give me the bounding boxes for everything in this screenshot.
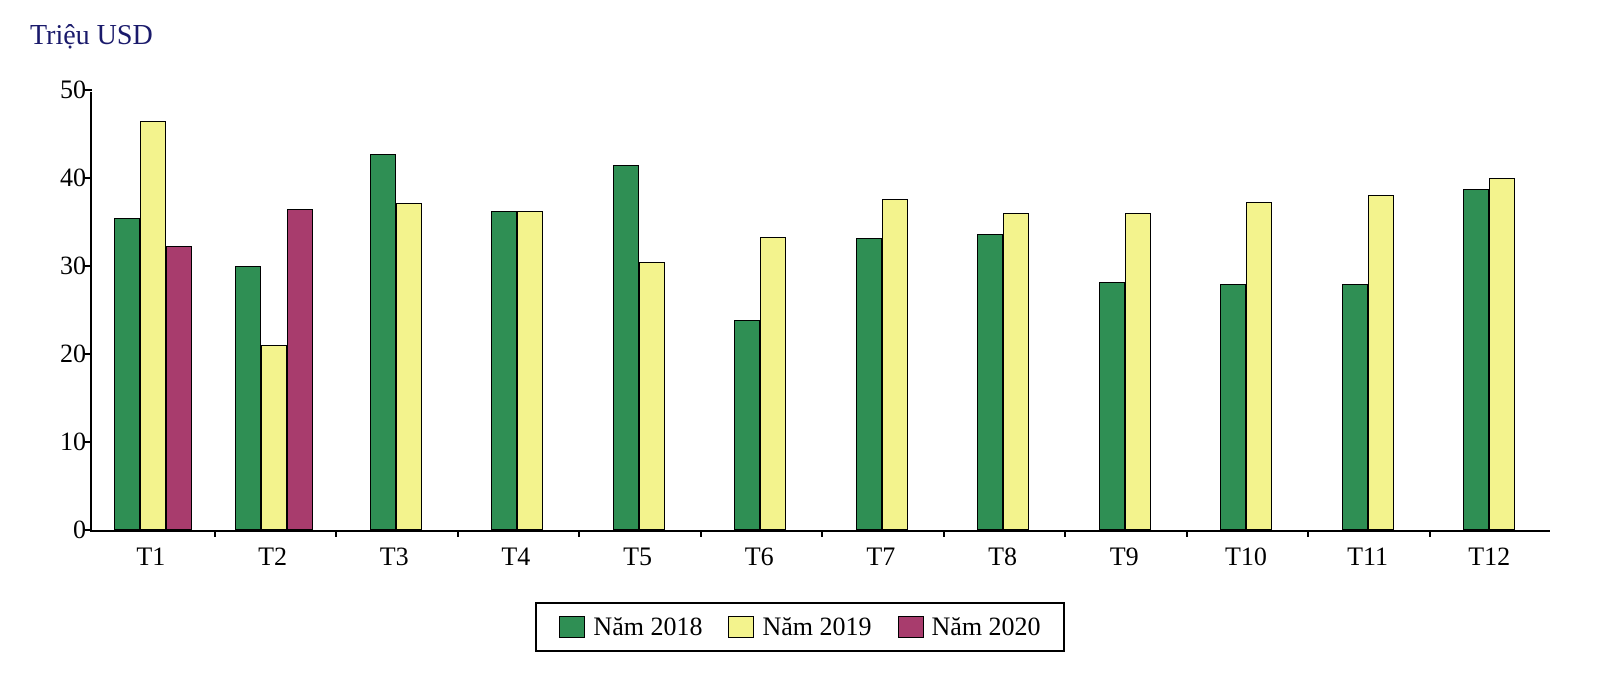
x-tick-mark <box>335 530 337 537</box>
x-tick-mark <box>1064 530 1066 537</box>
y-tick-label: 10 <box>42 427 86 457</box>
legend-swatch <box>898 616 924 638</box>
chart-container: 01020304050 T1T2T3T4T5T6T7T8T9T10T11T12 <box>90 92 1550 572</box>
bar-group <box>214 92 336 530</box>
bar <box>287 209 313 530</box>
bar-group <box>821 92 943 530</box>
bar <box>977 234 1003 530</box>
bar-group <box>1186 92 1308 530</box>
bar <box>370 154 396 530</box>
legend-swatch <box>728 616 754 638</box>
legend-swatch <box>559 616 585 638</box>
bar <box>114 218 140 530</box>
y-tick-mark <box>85 89 92 91</box>
x-tick-label: T5 <box>577 542 699 572</box>
y-tick-mark <box>85 265 92 267</box>
y-tick-label: 40 <box>42 163 86 193</box>
x-tick-label: T2 <box>212 542 334 572</box>
bar-groups <box>92 92 1550 530</box>
bar <box>1342 284 1368 530</box>
x-tick-label: T6 <box>698 542 820 572</box>
y-tick-mark <box>85 177 92 179</box>
x-tick-label: T12 <box>1428 542 1550 572</box>
x-tick-label: T8 <box>942 542 1064 572</box>
x-tick-label: T3 <box>333 542 455 572</box>
bar <box>261 345 287 530</box>
x-tick-mark <box>1307 530 1309 537</box>
x-tick-mark <box>457 530 459 537</box>
x-tick-mark <box>578 530 580 537</box>
y-tick-label: 20 <box>42 339 86 369</box>
bar <box>1125 213 1151 530</box>
bar-group <box>578 92 700 530</box>
bar-group <box>1307 92 1429 530</box>
bar <box>882 199 908 530</box>
x-tick-mark <box>1186 530 1188 537</box>
y-tick-label: 50 <box>42 75 86 105</box>
bar-group <box>943 92 1065 530</box>
plot-area: 01020304050 <box>90 92 1550 532</box>
x-tick-mark <box>943 530 945 537</box>
bar <box>639 262 665 530</box>
bar <box>1220 284 1246 530</box>
legend-item: Năm 2018 <box>559 612 702 642</box>
legend-item: Năm 2019 <box>728 612 871 642</box>
x-tick-label: T7 <box>820 542 942 572</box>
y-axis-title: Triệu USD <box>30 20 1570 52</box>
y-tick-mark <box>85 529 92 531</box>
bar-group <box>335 92 457 530</box>
x-tick-label: T11 <box>1307 542 1429 572</box>
x-tick-mark <box>700 530 702 537</box>
bar <box>760 237 786 530</box>
bar-group <box>1429 92 1551 530</box>
legend-label: Năm 2019 <box>762 612 871 642</box>
bar <box>517 211 543 530</box>
x-tick-mark <box>821 530 823 537</box>
bar-group <box>1064 92 1186 530</box>
bar-group <box>92 92 214 530</box>
y-tick-mark <box>85 353 92 355</box>
y-tick-label: 0 <box>42 515 86 545</box>
bar <box>1099 282 1125 530</box>
x-tick-label: T4 <box>455 542 577 572</box>
bar-group <box>457 92 579 530</box>
bar <box>396 203 422 530</box>
bar <box>1463 189 1489 530</box>
legend: Năm 2018 Năm 2019 Năm 2020 <box>535 602 1064 652</box>
x-tick-label: T10 <box>1185 542 1307 572</box>
bar <box>613 165 639 530</box>
bar <box>1003 213 1029 530</box>
x-tick-mark <box>1429 530 1431 537</box>
legend-label: Năm 2018 <box>593 612 702 642</box>
y-tick-label: 30 <box>42 251 86 281</box>
bar <box>491 211 517 530</box>
x-tick-label: T9 <box>1063 542 1185 572</box>
legend-label: Năm 2020 <box>932 612 1041 642</box>
bar <box>856 238 882 530</box>
bar <box>1368 195 1394 530</box>
x-axis-labels: T1T2T3T4T5T6T7T8T9T10T11T12 <box>90 542 1550 572</box>
bar <box>1489 178 1515 530</box>
bar <box>734 320 760 530</box>
bar <box>166 246 192 530</box>
y-tick-mark <box>85 441 92 443</box>
legend-item: Năm 2020 <box>898 612 1041 642</box>
x-tick-mark <box>214 530 216 537</box>
x-tick-label: T1 <box>90 542 212 572</box>
bar <box>1246 202 1272 530</box>
bar <box>140 121 166 530</box>
bar-group <box>700 92 822 530</box>
bar <box>235 266 261 530</box>
